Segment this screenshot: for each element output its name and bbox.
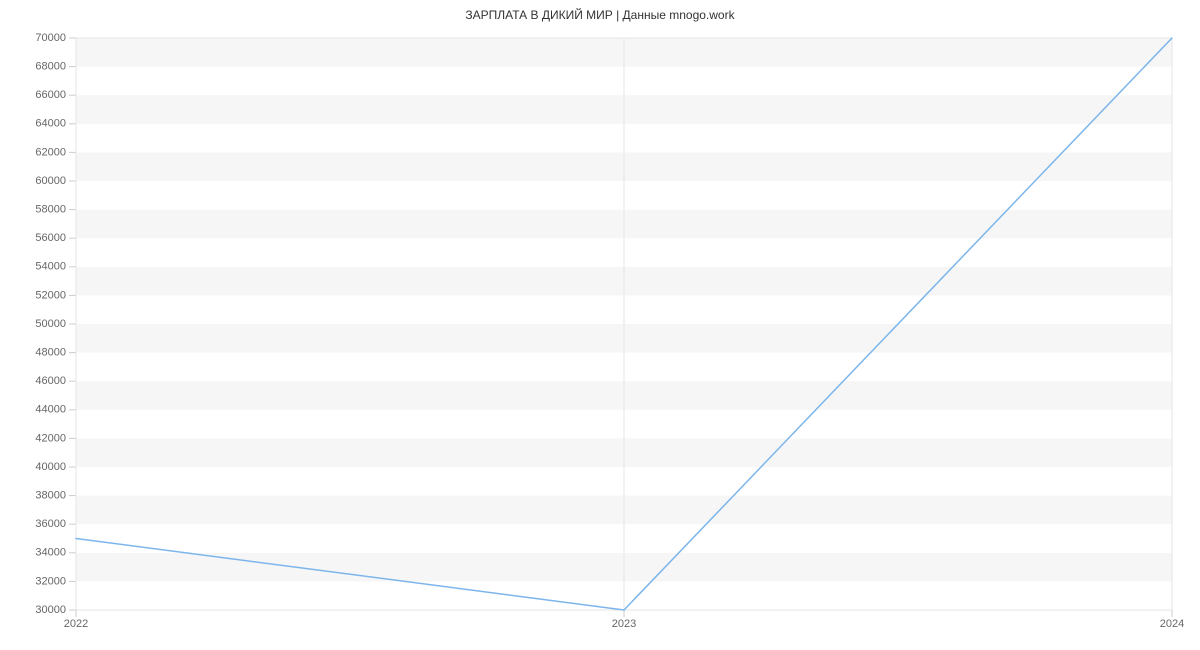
y-tick-label: 30000 bbox=[35, 604, 66, 616]
y-tick-label: 54000 bbox=[35, 261, 66, 273]
chart-container: ЗАРПЛАТА В ДИКИЙ МИР | Данные mnogo.work… bbox=[0, 0, 1200, 650]
y-tick-label: 66000 bbox=[35, 89, 66, 101]
y-tick-label: 44000 bbox=[35, 404, 66, 416]
y-tick-label: 52000 bbox=[35, 289, 66, 301]
y-tick-label: 50000 bbox=[35, 318, 66, 330]
y-tick-label: 58000 bbox=[35, 204, 66, 216]
y-tick-label: 40000 bbox=[35, 461, 66, 473]
y-tick-label: 70000 bbox=[35, 32, 66, 44]
y-axis: 30000 32000 34000 36000 38000 40000 42000 44000… bbox=[35, 32, 76, 616]
y-tick-label: 62000 bbox=[35, 146, 66, 158]
y-tick-label: 34000 bbox=[35, 547, 66, 559]
x-tick-label: 2024 bbox=[1160, 618, 1184, 630]
y-tick-label: 48000 bbox=[35, 347, 66, 359]
y-tick-label: 32000 bbox=[35, 575, 66, 587]
y-tick-label: 64000 bbox=[35, 118, 66, 130]
x-tick-label: 2022 bbox=[64, 618, 88, 630]
x-tick-label: 2023 bbox=[612, 618, 636, 630]
chart-plot: 30000 32000 34000 36000 38000 40000 42000 44000… bbox=[0, 0, 1200, 650]
y-tick-label: 36000 bbox=[35, 518, 66, 530]
y-tick-label: 46000 bbox=[35, 375, 66, 387]
y-tick-label: 60000 bbox=[35, 175, 66, 187]
y-tick-label: 38000 bbox=[35, 490, 66, 502]
y-tick-label: 56000 bbox=[35, 232, 66, 244]
y-tick-label: 42000 bbox=[35, 432, 66, 444]
y-tick-label: 68000 bbox=[35, 61, 66, 73]
